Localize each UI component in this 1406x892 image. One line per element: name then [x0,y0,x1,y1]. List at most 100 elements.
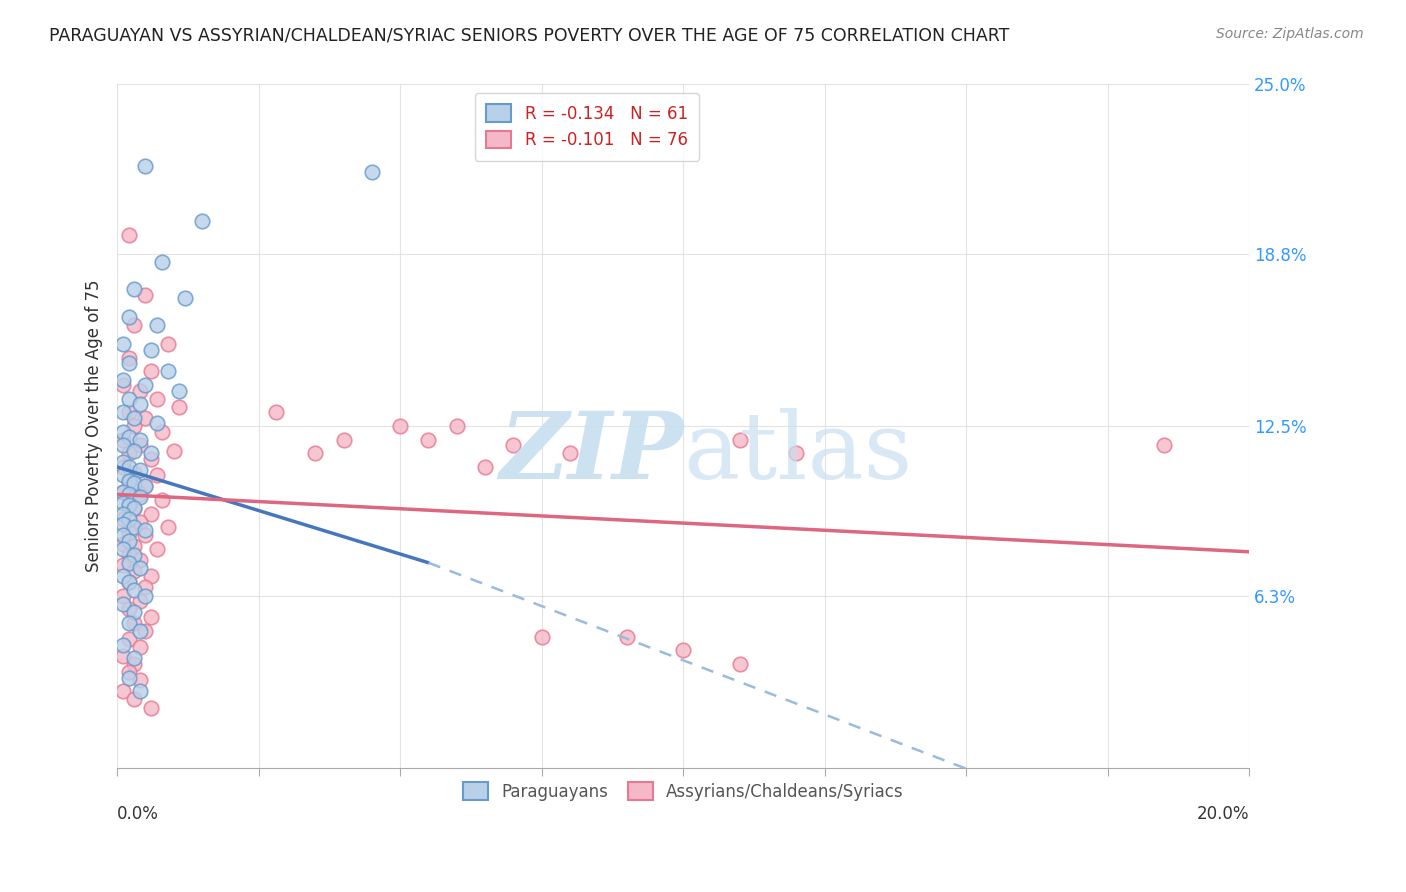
Point [134,580,156,594]
Point [122,539,145,553]
Text: PARAGUAYAN VS ASSYRIAN/CHALDEAN/SYRIAC SENIORS POVERTY OVER THE AGE OF 75 CORREL: PARAGUAYAN VS ASSYRIAN/CHALDEAN/SYRIAC S… [49,27,1010,45]
Text: 20.0%: 20.0% [1197,805,1249,823]
Point [117,665,139,679]
Point [111,528,134,542]
Point [111,425,134,439]
Legend: Paraguayans, Assyrians/Chaldeans/Syriacs: Paraguayans, Assyrians/Chaldeans/Syriacs [453,772,914,811]
Point [117,574,139,589]
Point [128,553,150,567]
Point [111,373,134,387]
Point [117,227,139,242]
Point [134,288,156,302]
Point [117,615,139,630]
Point [117,487,139,501]
Point [157,520,180,534]
Point [111,495,134,509]
Point [111,648,134,663]
Point [1153,438,1175,452]
Point [117,499,139,513]
Point [785,446,807,460]
Point [111,468,134,483]
Point [128,684,150,698]
Point [163,443,186,458]
Point [146,318,169,332]
Point [128,397,150,411]
Point [134,528,156,542]
Point [502,438,524,452]
Point [111,438,134,452]
Point [117,474,139,488]
Point [111,484,134,499]
Point [117,602,139,616]
Point [157,337,180,351]
Point [111,433,134,447]
Point [128,490,150,504]
Point [128,463,150,477]
Point [117,574,139,589]
Point [117,548,139,562]
Point [122,501,145,516]
Point [122,466,145,480]
Point [122,501,145,516]
Point [134,523,156,537]
Point [122,615,145,630]
Point [122,520,145,534]
Point [141,343,163,357]
Point [117,499,139,513]
Point [117,671,139,685]
Point [117,525,139,540]
Point [146,468,169,483]
Point [111,512,134,526]
Point [134,589,156,603]
Point [304,446,326,460]
Point [117,533,139,548]
Point [122,282,145,296]
Point [672,643,695,657]
Point [128,673,150,688]
Point [111,638,134,652]
Point [141,610,163,624]
Point [117,512,139,526]
Point [122,410,145,425]
Point [117,446,139,460]
Point [122,476,145,491]
Point [134,410,156,425]
Point [122,605,145,619]
Point [111,405,134,419]
Point [146,542,169,557]
Point [128,515,150,529]
Text: 0.0%: 0.0% [117,805,159,823]
Point [117,556,139,570]
Point [141,446,163,460]
Point [169,400,191,414]
Point [128,487,150,501]
Point [728,657,751,671]
Point [111,569,134,583]
Point [332,433,354,447]
Point [111,684,134,698]
Point [111,378,134,392]
Point [134,479,156,493]
Point [360,165,382,179]
Point [152,255,174,269]
Point [141,569,163,583]
Point [111,542,134,557]
Point [128,433,150,447]
Point [191,214,214,228]
Point [117,460,139,475]
Point [117,430,139,444]
Point [128,640,150,655]
Point [122,582,145,597]
Point [152,425,174,439]
Point [141,700,163,714]
Point [122,318,145,332]
Point [141,451,163,466]
Point [111,337,134,351]
Point [157,364,180,378]
Point [616,630,638,644]
Point [111,454,134,468]
Point [117,356,139,370]
Point [134,160,156,174]
Point [111,558,134,573]
Point [117,351,139,365]
